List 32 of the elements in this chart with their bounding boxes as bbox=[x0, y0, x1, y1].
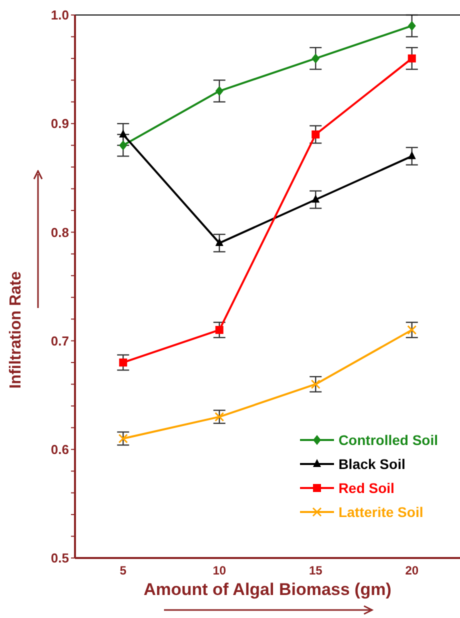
point bbox=[407, 325, 417, 335]
legend-label: Red Soil bbox=[338, 480, 394, 496]
point bbox=[408, 20, 416, 31]
y-tick-label: 0.9 bbox=[50, 116, 69, 132]
point bbox=[408, 151, 416, 160]
x-tick-label: 20 bbox=[405, 564, 419, 578]
x-tick-label: 15 bbox=[308, 564, 323, 578]
y-tick-label: 0.8 bbox=[50, 224, 69, 240]
y-tick-label: 1.0 bbox=[50, 8, 69, 23]
y-tick-label: 0.6 bbox=[50, 442, 69, 458]
point bbox=[119, 358, 128, 367]
x-tick-label: 10 bbox=[212, 564, 226, 578]
point bbox=[310, 379, 320, 389]
legend-label: Latterite Soil bbox=[338, 504, 424, 520]
y-tick-label: 0.7 bbox=[50, 333, 69, 348]
point bbox=[408, 54, 416, 62]
point bbox=[119, 129, 128, 138]
y-axis-title: Infiltration Rate bbox=[8, 271, 26, 389]
point bbox=[215, 326, 224, 334]
point bbox=[215, 238, 224, 246]
point bbox=[118, 434, 128, 444]
point bbox=[312, 130, 320, 138]
x-tick-label: 5 bbox=[120, 564, 127, 578]
y-tick-label: 0.5 bbox=[50, 550, 69, 566]
point bbox=[214, 412, 224, 422]
point bbox=[312, 194, 320, 203]
x-axis-title: Amount of Algal Biomass (gm) bbox=[142, 580, 392, 600]
point bbox=[215, 86, 224, 96]
point bbox=[119, 140, 128, 150]
legend-label: Black Soil bbox=[338, 456, 406, 472]
legend-label: Controlled Soil bbox=[338, 432, 438, 448]
point bbox=[312, 53, 320, 64]
